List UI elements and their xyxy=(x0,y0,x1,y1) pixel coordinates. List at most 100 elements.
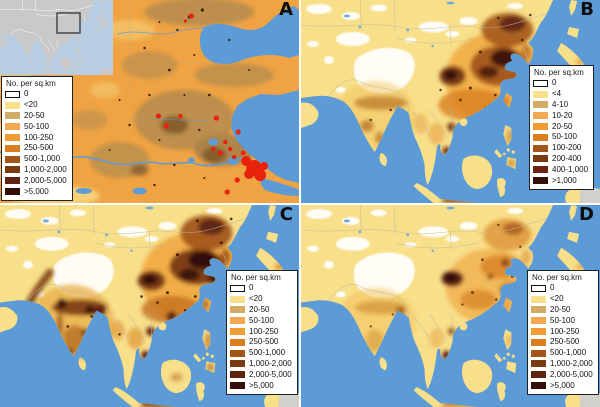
legend-row: 2,000-5,000 xyxy=(5,175,67,186)
legend-row: 1,000-2,000 xyxy=(531,359,593,370)
legend-swatch xyxy=(5,177,20,185)
legend-label: >5,000 xyxy=(249,380,274,390)
legend-title: No. per sq.km xyxy=(231,273,281,282)
legend-swatch xyxy=(230,360,245,368)
legend-label: 100-250 xyxy=(249,326,279,336)
legend-swatch xyxy=(533,123,548,131)
legend-swatch xyxy=(533,79,548,87)
legend-row: <20 xyxy=(230,294,292,305)
outbreak-marker xyxy=(183,19,187,23)
legend-row: 200-400 xyxy=(533,154,588,165)
legend-label: 0 xyxy=(24,89,29,99)
legend-row: 500-1,000 xyxy=(5,154,67,165)
legend-panel-b: No. per sq.km 0 <4 4-10 10-20 20-50 50-100 100… xyxy=(529,65,595,190)
legend-label: 250-500 xyxy=(550,337,580,347)
legend-label: 2,000-5,000 xyxy=(24,175,67,185)
legend-row: 50-100 xyxy=(5,121,67,132)
legend-swatch xyxy=(531,360,546,368)
legend-label: 1,000-2,000 xyxy=(249,358,292,368)
legend-row: 0 xyxy=(230,283,292,294)
legend-swatch xyxy=(531,371,546,379)
legend-swatch xyxy=(533,133,548,141)
legend-label: 250-500 xyxy=(249,337,279,347)
legend-row: 250-500 xyxy=(230,337,292,348)
panel-letter-d: D xyxy=(579,205,594,225)
legend-label: 1,000-2,000 xyxy=(24,164,67,174)
panel-letter-c: C xyxy=(279,205,293,225)
outbreak-markers xyxy=(155,13,269,195)
legend-swatch xyxy=(531,349,546,357)
legend-label: >5,000 xyxy=(24,186,49,196)
legend-row: 0 xyxy=(531,283,593,294)
legend-swatch xyxy=(531,306,546,314)
legend-swatch xyxy=(5,112,20,120)
legend-label: 50-100 xyxy=(552,132,577,142)
outbreak-marker xyxy=(232,154,237,160)
panel-c-asia-map: C No. per sq.km 0 <20 20-50 50-100 100-250 25… xyxy=(0,205,299,407)
legend-label: 500-1,000 xyxy=(550,348,587,358)
legend-label: 500-1,000 xyxy=(24,154,61,164)
legend-row: >5,000 xyxy=(230,380,292,391)
legend-row: 1,000-2,000 xyxy=(230,359,292,370)
outbreak-marker xyxy=(188,13,194,19)
outbreak-marker xyxy=(254,169,267,181)
legend-panel-d: No. per sq.km 0 <20 20-50 50-100 100-250 250-… xyxy=(527,270,599,395)
legend-swatch xyxy=(531,338,546,346)
legend-label: 100-200 xyxy=(552,143,582,153)
legend-label: 20-50 xyxy=(552,121,573,131)
legend-row: >1,000 xyxy=(533,175,588,186)
legend-row: 0 xyxy=(533,78,588,89)
panel-a-china-map: A No. per sq.km 0 <20 20-50 50-100 100-250 25… xyxy=(0,0,299,203)
legend-swatch xyxy=(5,166,20,174)
outbreak-marker xyxy=(244,169,255,179)
legend-swatch xyxy=(230,328,245,336)
legend-swatch xyxy=(531,284,546,292)
legend-swatch xyxy=(533,166,548,174)
legend-row: 50-100 xyxy=(531,315,593,326)
legend-label: 0 xyxy=(552,78,557,88)
legend-swatch xyxy=(230,349,245,357)
legend-label: 4-10 xyxy=(552,99,569,109)
legend-label: 400-1,000 xyxy=(552,164,589,174)
panel-letter-a: A xyxy=(279,0,293,20)
legend-swatch xyxy=(533,90,548,98)
legend-swatch xyxy=(5,90,20,98)
legend-row: <20 xyxy=(531,294,593,305)
legend-row: 4-10 xyxy=(533,100,588,111)
outbreak-marker xyxy=(223,139,228,145)
legend-row: 2,000-5,000 xyxy=(531,369,593,380)
legend-row: 100-250 xyxy=(230,326,292,337)
legend-label: >5,000 xyxy=(550,380,575,390)
legend-swatch xyxy=(533,155,548,163)
legend-swatch xyxy=(230,284,245,292)
legend-label: 10-20 xyxy=(552,110,573,120)
legend-row: 250-500 xyxy=(5,143,67,154)
legend-row: 100-250 xyxy=(531,326,593,337)
legend-label: 2,000-5,000 xyxy=(550,369,593,379)
legend-swatch xyxy=(533,101,548,109)
legend-row: 100-200 xyxy=(533,143,588,154)
outbreak-marker xyxy=(178,113,183,119)
legend-swatch xyxy=(531,317,546,325)
outbreak-marker xyxy=(240,150,246,156)
panel-letter-b: B xyxy=(580,0,594,20)
legend-swatch xyxy=(5,123,20,131)
legend-label: 1,000-2,000 xyxy=(550,358,593,368)
legend-label: 2,000-5,000 xyxy=(249,369,292,379)
legend-title: No. per sq.km xyxy=(534,68,584,77)
legend-label: 200-400 xyxy=(552,153,582,163)
legend-label: 50-100 xyxy=(550,315,575,325)
legend-row: 0 xyxy=(5,89,67,100)
panel-d-asia-map: D No. per sq.km 0 <20 20-50 50-100 100-250 25… xyxy=(301,205,600,407)
legend-row: 20-50 xyxy=(531,305,593,316)
legend-label: <20 xyxy=(550,294,564,304)
legend-swatch xyxy=(230,306,245,314)
legend-row: <4 xyxy=(533,89,588,100)
legend-title: No. per sq.km xyxy=(532,273,582,282)
legend-swatch xyxy=(230,382,245,390)
legend-label: 250-500 xyxy=(24,143,54,153)
legend-swatch xyxy=(533,177,548,185)
legend-label: <4 xyxy=(552,89,562,99)
outbreak-marker xyxy=(235,129,241,135)
